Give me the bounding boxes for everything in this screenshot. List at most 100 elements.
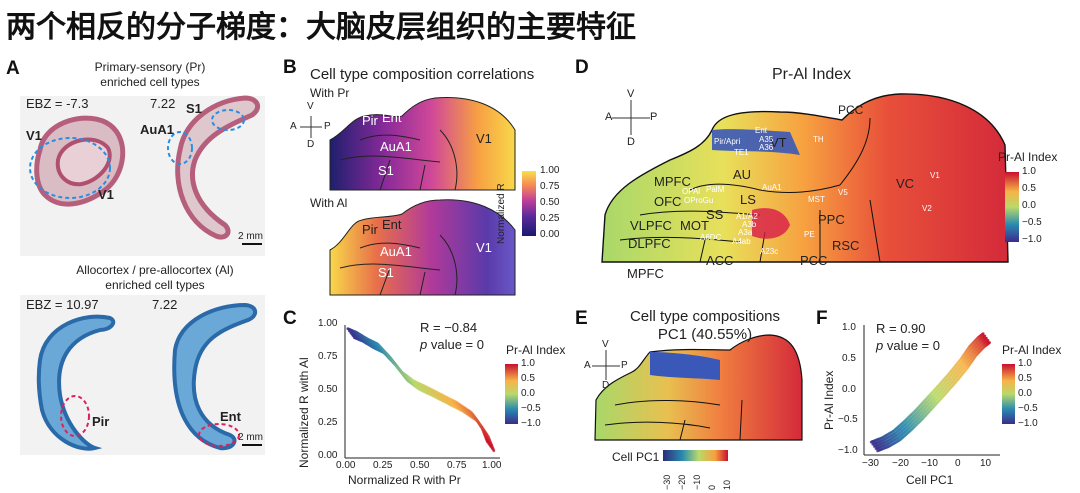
panel-d-subregion: TE1 [734,148,749,157]
panel-e-title-2: PC1 (40.55%) [657,326,753,343]
panel-e-map [594,334,803,441]
panel-d-legend-tick: 0.5 [1022,183,1036,194]
scatter-point [486,440,489,444]
panel-b-tick-075: 0.75 [540,181,560,192]
panel-d-legend-tick: 0.0 [1022,200,1036,211]
panel-d-compass-p: P [650,111,658,123]
panel-a-scale-bottom: 2 mm [238,432,263,443]
panel-c-ytick: 0.25 [318,417,338,428]
panel-a-top-box [20,95,265,256]
panel-a-ebz-top-right: 7.22 [150,96,176,111]
panel-c-xlabel: Normalized R with Pr [348,473,461,487]
panel-b-top-ent: Ent [382,110,402,125]
panel-f-legend-tick: −0.5 [1018,403,1038,414]
panel-b-compass-d: D [307,139,315,150]
panel-c-ytick: 1.00 [318,318,338,329]
scatter-point [981,332,985,336]
panel-b-tick-050: 0.50 [540,197,560,208]
panel-b-top-map [329,96,516,191]
panel-d-subregion: Ent [755,126,768,135]
panel-c-points [346,327,496,453]
panel-f-colorbar [1002,364,1015,424]
panel-a-top-caption-2: enriched cell types [100,75,200,89]
panel-c-xtick: 0.75 [447,460,467,471]
panel-d-subregion: TH [813,135,824,144]
scatter-point [492,449,496,453]
scatter-point [983,334,987,338]
panel-d-subregion: A35 [759,135,774,144]
panel-e-compass-p: P [621,360,628,371]
panel-f-xtick: 10 [980,458,992,469]
panel-f-xtick: −30 [862,458,879,469]
panel-e-letter: E [575,308,588,329]
panel-b-with-pr: With Pr [310,86,350,100]
panel-c-r-text: R = −0.84 [420,320,478,335]
panel-d-compass-a: A [605,111,613,123]
panel-b-compass [300,116,322,138]
panel-c-xtick: 0.00 [336,460,356,471]
panel-d-legend-tick: −1.0 [1022,234,1042,245]
slide-title: 两个相反的分子梯度：大脑皮层组织的主要特征 [6,10,636,45]
panel-f-legend-tick: 0.0 [1018,388,1032,399]
panel-f-ytick: 0.0 [842,384,856,395]
panel-d-subregion: A4ab [732,237,751,246]
panel-d-region: RSC [832,238,860,253]
panel-d-region: OFC [654,194,682,209]
panel-f-ylabel: Pr-Al Index [822,370,836,430]
panel-e-title-1: Cell type compositions [629,308,781,325]
panel-a-ebz-bottom-right: 7.22 [152,297,178,312]
panel-d-subregion: A3b [742,220,757,229]
panel-a-bottom-caption-2: enriched cell types [105,278,205,292]
panel-d-subregion: OProGu [684,196,714,205]
panel-f-axes [863,325,1000,456]
panel-a-ebz-top: EBZ = -7.3 [26,96,89,111]
panel-d-subregion: A36 [759,143,774,152]
panel-c-xtick: 0.25 [373,460,393,471]
scatter-point [986,338,990,342]
panel-a-label-ent: Ent [220,409,241,424]
panel-b-bottom-map [329,199,516,296]
panel-d-subregion: V5 [838,188,848,197]
panel-a-top-caption-1: Primary-sensory (Pr) [94,60,206,74]
scatter-point [490,447,494,450]
panel-c-axes [344,325,500,459]
panel-f-r-text: R = 0.90 [876,321,926,336]
panel-a-label-pir: Pir [92,414,110,429]
panel-d-subregion: PE [804,230,815,239]
panel-d-region: VT [770,135,787,150]
panel-f-points [869,332,991,453]
panel-d-region: DLPFC [628,236,671,251]
panel-e-compass-v: V [602,339,609,350]
panel-a-scale-top: 2 mm [238,231,263,242]
panel-d-compass-v: V [627,88,635,100]
panel-c-legend-tick: −1.0 [521,418,541,429]
panel-b-colorbar [522,171,536,236]
panel-d-subregion: V1 [930,171,940,180]
panel-f-legend-tick: 0.5 [1018,373,1032,384]
panel-d-region: MPFC [627,266,664,281]
panel-d-subregion: MST [808,195,825,204]
panel-d-region: PCC [838,103,864,117]
panel-f-letter: F [816,308,828,329]
panel-c-legend-tick: −0.5 [521,403,541,414]
panel-d-region: PPC [818,212,845,227]
panel-f-ytick: −1.0 [838,445,858,456]
panel-f-xlabel: Cell PC1 [906,473,954,487]
panel-f-legend-title: Pr-Al Index [1002,343,1062,357]
panel-b-colorbar-title: Normalized R [496,183,507,244]
panel-c-legend-tick: 1.0 [521,358,535,369]
panel-d-subregion: OPAl [682,187,701,196]
panel-c-xtick: 1.00 [482,460,502,471]
panel-b-top-auA1: AuA1 [380,139,412,154]
panel-b-compass-p: P [324,121,331,132]
panel-d-region: VC [896,176,915,191]
panel-d-region: MOT [680,218,709,233]
panel-c-letter: C [283,308,297,329]
panel-b-bottom-ent: Ent [382,217,402,232]
panel-f-legend-tick: 1.0 [1018,358,1032,369]
panel-b-tick-025: 0.25 [540,213,560,224]
panel-e-tick: 10 [722,479,732,490]
panel-d-region: MPFC [654,174,691,189]
panel-d-region: AU [733,167,752,182]
